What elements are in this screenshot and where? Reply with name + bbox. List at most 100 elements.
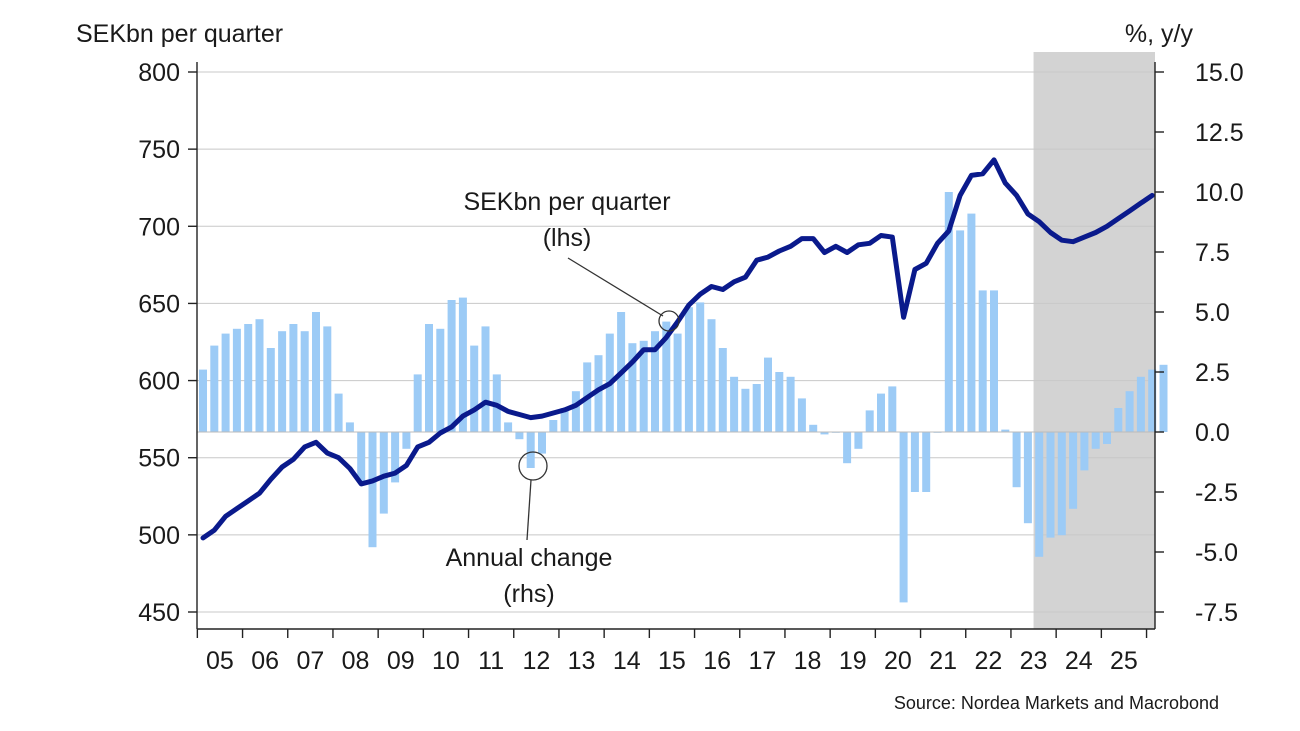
bar <box>560 408 569 432</box>
bar <box>978 290 987 432</box>
bar <box>1148 369 1157 432</box>
left-tick-label: 750 <box>138 136 180 164</box>
bar <box>255 319 264 432</box>
x-tick-label: 20 <box>884 647 912 675</box>
left-tick-label: 550 <box>138 445 180 473</box>
bar <box>696 302 705 432</box>
bar <box>312 312 320 432</box>
right-tick-label: -7.5 <box>1195 599 1238 627</box>
x-tick-label: 11 <box>478 647 504 675</box>
bar <box>1057 432 1066 536</box>
bar <box>673 333 682 432</box>
x-tick-label: 10 <box>432 647 460 675</box>
x-tick-label: 24 <box>1065 647 1093 675</box>
right-axis-title: %, y/y <box>1125 20 1194 48</box>
bar <box>854 432 863 449</box>
x-tick-label: 18 <box>794 647 822 675</box>
bar <box>899 432 908 603</box>
x-tick-label: 25 <box>1110 647 1138 675</box>
bar <box>447 300 456 432</box>
x-tick-label: 17 <box>748 647 776 675</box>
line-annotation-leader <box>567 257 664 317</box>
left-axis-title: SEKbn per quarter <box>76 20 283 48</box>
bar <box>1103 432 1111 444</box>
bar <box>391 432 400 483</box>
left-tick-label: 500 <box>138 522 180 550</box>
bar <box>278 331 287 432</box>
x-tick-label: 12 <box>522 647 550 675</box>
bar <box>775 372 784 432</box>
source-note: Source: Nordea Markets and Macrobond <box>894 693 1219 713</box>
bar <box>425 324 433 432</box>
left-tick-label: 450 <box>138 599 180 627</box>
bar <box>877 393 885 432</box>
bar <box>458 297 467 432</box>
bar <box>221 333 230 432</box>
bar-annotation-circle <box>518 451 548 481</box>
bar <box>1136 376 1145 432</box>
bar-annotation: Annual change (rhs) <box>446 451 613 608</box>
left-tick-label: 800 <box>138 59 180 87</box>
x-tick-label: 14 <box>613 647 641 675</box>
x-tick-label: 08 <box>342 647 370 675</box>
bar <box>1125 391 1134 432</box>
x-tick-label: 13 <box>568 647 596 675</box>
bar <box>289 324 298 432</box>
bar <box>1012 432 1021 488</box>
bar <box>764 357 772 432</box>
bar <box>684 307 693 432</box>
right-tick-label: 7.5 <box>1195 239 1230 267</box>
bar <box>651 331 659 432</box>
right-tick-label: 2.5 <box>1195 359 1230 387</box>
bar <box>639 340 648 432</box>
bar <box>797 398 806 432</box>
line-annotation-line1: SEKbn per quarter <box>463 188 670 216</box>
bar <box>730 376 739 432</box>
x-tick-label: 23 <box>1020 647 1048 675</box>
bar <box>334 393 343 432</box>
x-tick-label: 07 <box>296 647 324 675</box>
bar <box>888 386 897 432</box>
right-tick-label: -5.0 <box>1195 539 1238 567</box>
bar <box>809 424 818 432</box>
right-tick-label: 12.5 <box>1195 119 1244 147</box>
bar <box>843 432 852 464</box>
bar <box>571 391 580 432</box>
bar <box>515 432 524 440</box>
bar-annotation-line1: Annual change <box>446 544 613 572</box>
line-annotation-circle <box>658 310 680 332</box>
bar <box>990 290 998 432</box>
x-axis-ticks: 05 06 07 08 09 10 11 12 13 14 15 16 17 18 19 20 21 22 23 24… <box>196 629 1148 675</box>
bar <box>956 230 965 432</box>
right-tick-label: 10.0 <box>1195 179 1244 207</box>
bar <box>345 422 354 432</box>
left-tick-label: 600 <box>138 368 180 396</box>
bar <box>820 432 829 435</box>
left-tick-label: 650 <box>138 290 180 318</box>
bar <box>944 192 953 432</box>
sekbn-line <box>200 157 1155 541</box>
x-tick-label: 05 <box>206 647 234 675</box>
bar <box>718 348 727 432</box>
bar <box>379 432 388 514</box>
bar <box>1080 432 1089 471</box>
x-tick-label: 15 <box>658 647 686 675</box>
bar <box>786 376 795 432</box>
bar <box>662 321 671 432</box>
bar <box>1023 432 1032 524</box>
bar <box>232 328 241 432</box>
bar <box>1159 364 1168 432</box>
bar-annotation-leader <box>526 479 532 541</box>
bar <box>300 331 309 432</box>
bar <box>538 432 546 454</box>
bar <box>504 422 513 432</box>
x-tick-label: 16 <box>703 647 731 675</box>
bar <box>481 326 490 432</box>
bar <box>266 348 275 432</box>
right-tick-label: 5.0 <box>1195 299 1230 327</box>
x-tick-label: 06 <box>251 647 279 675</box>
bar <box>436 328 445 432</box>
bar <box>707 319 716 432</box>
bar <box>470 345 479 432</box>
